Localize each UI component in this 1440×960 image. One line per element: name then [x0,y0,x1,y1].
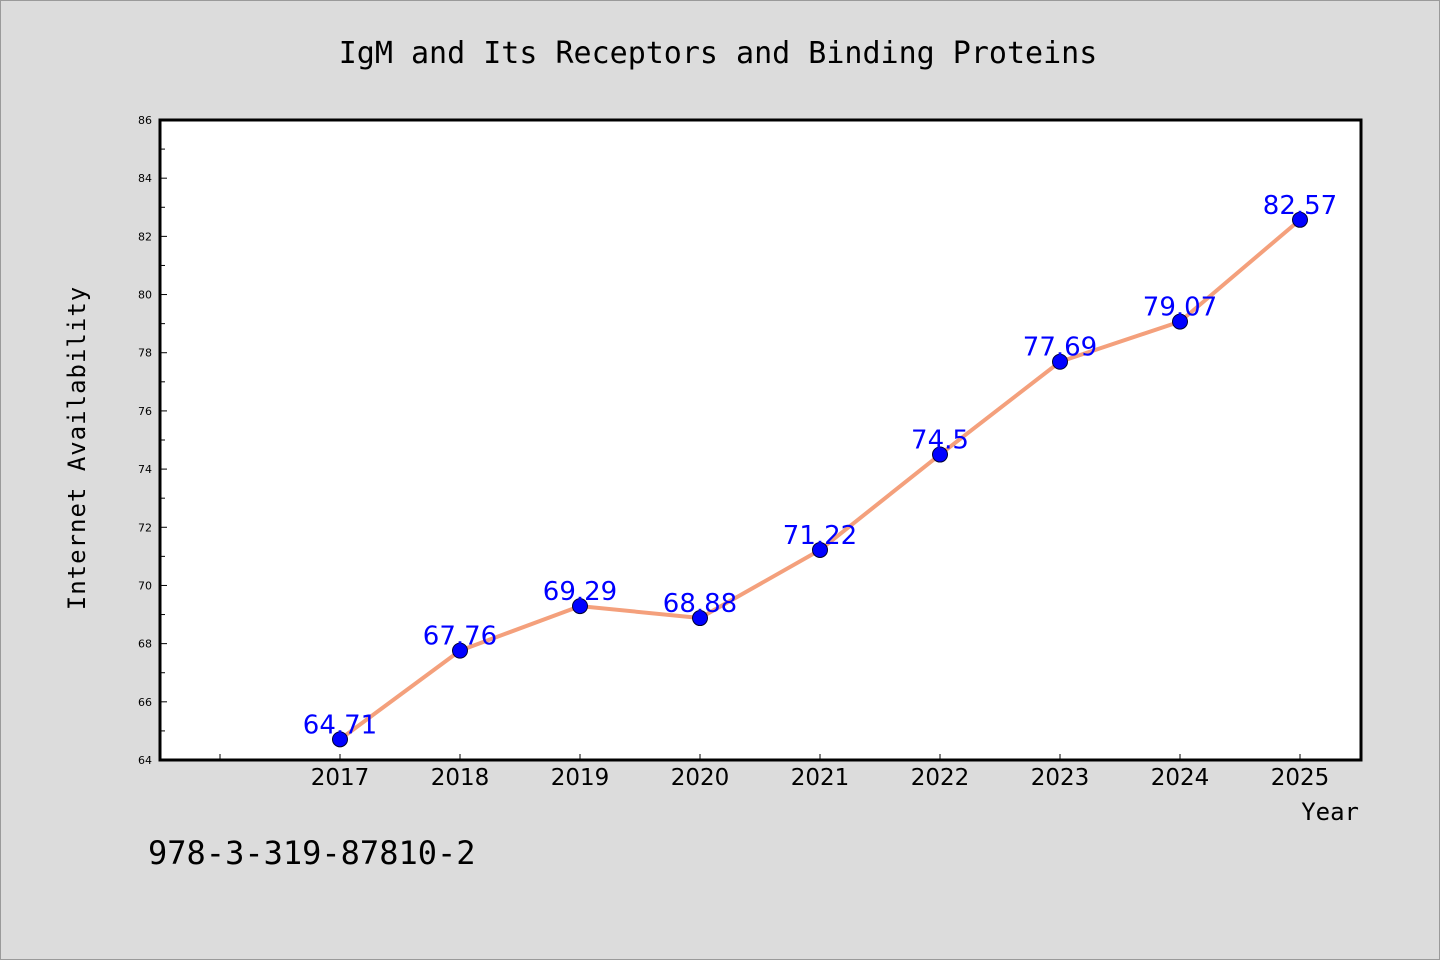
x-tick-label: 2023 [1031,765,1090,791]
x-tick-label: 2019 [551,765,610,791]
y-axis-label: Internet Availability [63,286,91,610]
x-tick-label: 2020 [671,765,730,791]
y-tick-label: 86 [138,114,152,127]
data-point-marker [332,731,348,748]
data-label: 74.5 [911,426,969,456]
series-markers [332,211,1308,748]
data-point-marker [572,598,588,615]
x-tick-label: 2021 [791,765,850,791]
y-tick-label: 70 [138,579,152,592]
data-point-marker [932,446,948,463]
x-tick-label: 2024 [1151,765,1210,791]
data-point-marker [812,541,828,558]
data-point-marker [452,642,468,659]
data-label: 79.07 [1143,293,1217,323]
y-tick-label: 66 [138,696,152,709]
y-tick-label: 80 [138,289,152,302]
data-label: 69.29 [543,577,617,607]
y-tick-label: 72 [138,521,152,534]
plot-area [158,118,1363,762]
data-point-marker [1172,313,1188,330]
y-axis: 64 66 68 70 72 74 76 78 80 82 84 86 [138,114,167,767]
y-tick-label: 76 [138,405,152,418]
data-label: 64.71 [303,710,377,740]
data-point-marker [692,610,708,627]
x-tick-label: 2025 [1271,765,1330,791]
y-tick-label: 84 [138,172,152,185]
x-tick-label: 2017 [311,765,370,791]
data-label: 71.22 [783,521,857,551]
x-axis-label: Year [1301,798,1359,826]
y-tick-label: 64 [138,754,152,767]
data-point-marker [1052,353,1068,370]
data-point-marker [1292,211,1308,228]
x-tick-label: 2018 [431,765,490,791]
x-axis: 2017 2018 2019 2020 2021 2022 2023 2024 2025 [219,754,1330,791]
data-label: 68.88 [663,589,737,619]
x-tick-label: 2022 [911,765,970,791]
data-labels: 64.71 67.76 69.29 68.88 71.22 74.5 77.69 79.07 8… [303,191,1337,741]
data-label: 77.69 [1023,333,1097,363]
chart-title: IgM and Its Receptors and Binding Protei… [339,36,1098,71]
y-tick-label: 74 [138,463,152,476]
data-label: 67.76 [423,622,497,652]
y-tick-label: 78 [138,347,152,360]
data-label: 82.57 [1263,191,1337,221]
y-tick-label: 82 [138,230,152,243]
y-tick-label: 68 [138,638,152,651]
footnote-isbn: 978-3-319-87810-2 [148,834,476,872]
